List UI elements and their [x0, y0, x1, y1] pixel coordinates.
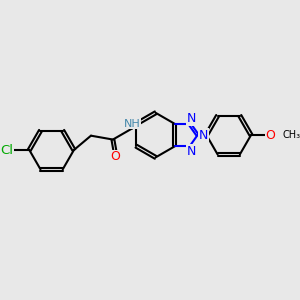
Text: N: N [199, 129, 208, 142]
Text: CH₃: CH₃ [282, 130, 300, 140]
Text: O: O [266, 129, 275, 142]
Text: NH: NH [124, 119, 141, 129]
Text: N: N [186, 112, 196, 125]
Text: O: O [110, 150, 120, 163]
Text: N: N [186, 145, 196, 158]
Text: Cl: Cl [0, 143, 13, 157]
